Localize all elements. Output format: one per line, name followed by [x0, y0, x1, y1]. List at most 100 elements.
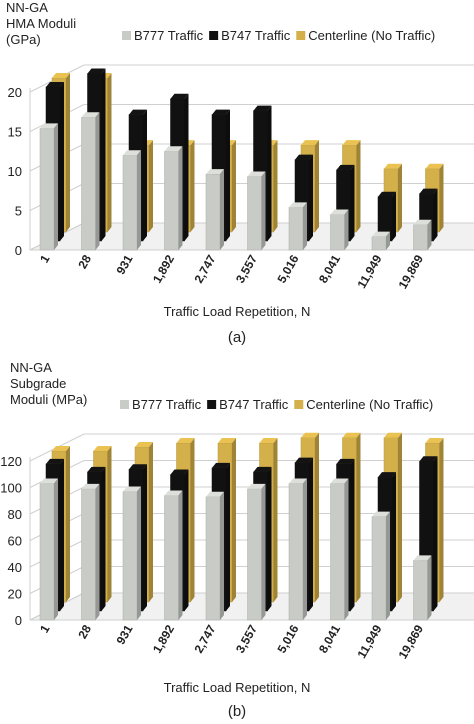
bar-side [220, 169, 224, 250]
x-tick-label: 931 [113, 622, 135, 647]
bar-top [40, 478, 58, 484]
bar-top [87, 466, 106, 472]
bar-b777-traffic [413, 219, 432, 251]
bar-top [46, 458, 64, 464]
x-tick-label: 3,557 [233, 252, 260, 285]
bar-side [137, 150, 141, 250]
bar-side [232, 438, 236, 602]
panel-label: (b) [228, 703, 246, 720]
bar-top [413, 555, 432, 561]
bar-front [205, 173, 221, 251]
x-axis-title: Traffic Load Repetition, N [164, 680, 311, 695]
bar-side [226, 109, 230, 241]
bar-top [372, 231, 390, 237]
bar-side [66, 445, 70, 602]
bar-side [427, 555, 432, 620]
bar-front [122, 154, 138, 251]
bar-top [425, 438, 444, 443]
bar-side [267, 105, 272, 242]
bar-front [247, 488, 262, 621]
bar-top [164, 490, 183, 496]
bar-side [309, 154, 313, 241]
panel-label: (a) [228, 329, 246, 346]
bar-side [427, 219, 432, 250]
bar-top [81, 483, 100, 489]
bar-top [135, 441, 153, 447]
x-tick-label: 8,041 [316, 622, 343, 655]
bar-side [178, 146, 183, 250]
x-tick-label: 5,016 [274, 622, 301, 655]
bar-side [315, 140, 319, 232]
legend-label: B777 Traffic [132, 397, 202, 412]
x-tick-label: 11,949 [354, 622, 384, 660]
legend-label: Centerline (No Traffic) [308, 28, 435, 43]
bar-top [342, 140, 361, 146]
legend-label: B747 Traffic [221, 28, 291, 43]
bar-b777-traffic [330, 478, 349, 621]
bar-top [336, 458, 355, 464]
bar-top [247, 483, 266, 489]
bar-side [60, 458, 64, 611]
bar-side [149, 441, 153, 602]
bar-front [371, 236, 387, 251]
bar-b777-traffic [330, 209, 349, 251]
bar-front [81, 488, 96, 621]
bar-front [413, 560, 428, 621]
bar-top [212, 109, 230, 115]
bar-side [350, 458, 355, 611]
legend-swatch [209, 31, 219, 40]
bar-top [330, 478, 349, 484]
bar-b777-traffic [81, 483, 100, 621]
legend-swatch [294, 400, 304, 409]
bar-side [190, 140, 195, 232]
bar-side [54, 123, 58, 250]
y-axis-title-line: Moduli (MPa) [10, 392, 87, 407]
bar-b777-traffic [205, 169, 224, 251]
y-tick-label: 100 [0, 481, 22, 496]
x-tick-label: 28 [75, 252, 94, 271]
y-tick-label: 120 [0, 454, 22, 469]
bar-side [398, 432, 402, 602]
legend-item: B777 Traffic [120, 397, 202, 412]
legend-item: B777 Traffic [122, 28, 204, 43]
x-axis-title: Traffic Load Repetition, N [164, 304, 311, 319]
bar-top [170, 93, 189, 99]
bar-b777-traffic [288, 478, 307, 621]
bar-top [218, 438, 236, 443]
legend-item: Centerline (No Traffic) [296, 28, 435, 43]
legend-label: B777 Traffic [134, 28, 204, 43]
x-tick-label: 11,949 [354, 252, 384, 290]
bar-b777-traffic [247, 483, 266, 621]
bar-side [190, 438, 195, 602]
bar-top [425, 163, 444, 169]
bar-top [336, 164, 355, 170]
x-tick-label: 1,892 [150, 252, 177, 285]
bar-front [81, 117, 96, 251]
bar-b777-traffic [164, 146, 183, 251]
bar-front [288, 207, 304, 251]
y-axis-title-line: NN-GA [10, 360, 52, 375]
bar-top [419, 188, 438, 194]
bar-b777-traffic [39, 123, 58, 251]
legend-swatch [207, 400, 217, 409]
bar-b777-traffic [122, 486, 141, 621]
y-axis-title-line: NN-GA [6, 0, 48, 15]
y-tick-label: 40 [8, 560, 22, 575]
bar-side [95, 483, 100, 620]
bar-side [439, 163, 444, 232]
bar-top [253, 105, 272, 111]
bar-side [273, 438, 278, 602]
bar-b777-traffic [247, 171, 266, 251]
bar-top [295, 457, 313, 463]
bar-front [39, 128, 55, 251]
legend-item: B747 Traffic [207, 397, 289, 412]
legend-label: Centerline (No Traffic) [306, 397, 433, 412]
x-tick-label: 1,892 [150, 622, 177, 655]
bar-top [52, 72, 70, 78]
bar-top [289, 478, 307, 484]
bar-front [164, 495, 179, 621]
bar-side [392, 472, 396, 611]
bar-front [330, 214, 345, 251]
bar-side [261, 483, 266, 620]
